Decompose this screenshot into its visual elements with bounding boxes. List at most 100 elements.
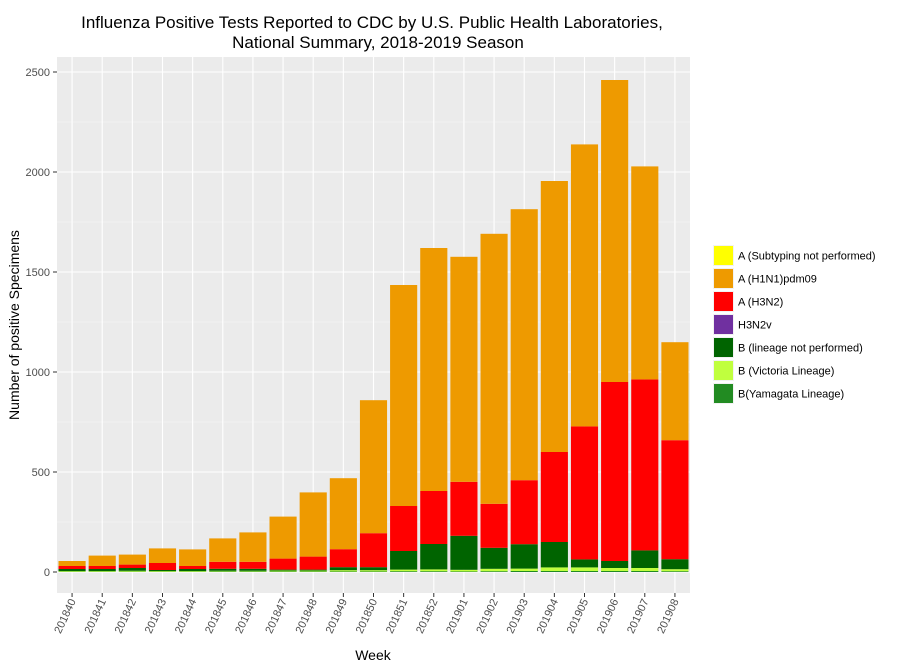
x-tick-label: 201840 xyxy=(52,597,78,635)
bar-segment-201843-a-h1n1-pdm09 xyxy=(148,548,177,563)
bar-segment-201901-b-yamagata-lineage xyxy=(450,571,478,572)
x-tick-label: 201852 xyxy=(414,597,440,635)
bar-segment-201848-b-yamagata-lineage xyxy=(299,571,327,572)
bar-segment-201842-b-victoria-lineage xyxy=(118,570,146,572)
legend-swatch xyxy=(714,361,733,380)
bar-segment-201906-b-yamagata-lineage xyxy=(601,571,629,572)
bar-segment-201845-b-yamagata-lineage xyxy=(209,571,237,572)
bar-segment-201905-b-lineage-not-performed xyxy=(570,559,599,568)
bar-segment-201904-b-lineage-not-performed xyxy=(540,542,568,568)
bar-segment-201847-b-victoria-lineage xyxy=(269,570,297,572)
x-tick-label: 201908 xyxy=(655,597,681,635)
bar-segment-201849-b-victoria-lineage xyxy=(329,570,357,572)
bar-segment-201840-b-lineage-not-performed xyxy=(58,569,86,571)
bar-segment-201848-b-victoria-lineage xyxy=(299,570,327,572)
bar-segment-201841-a-h1n1-pdm09 xyxy=(88,555,116,566)
bar-segment-201905-b-yamagata-lineage xyxy=(570,571,599,572)
bar-segment-201907-a-h3n2 xyxy=(631,379,659,551)
bar-segment-201850-b-lineage-not-performed xyxy=(359,567,388,571)
bar-segment-201843-a-h3n2 xyxy=(148,563,177,570)
x-tick-label: 201903 xyxy=(505,597,531,635)
bar-segment-201847-b-lineage-not-performed xyxy=(269,569,297,571)
bar-segment-201901-a-h1n1-pdm09 xyxy=(450,256,478,482)
y-tick-label: 1000 xyxy=(26,367,50,379)
x-tick-label: 201902 xyxy=(474,597,500,635)
bar-segment-201845-b-victoria-lineage xyxy=(209,570,237,572)
bar-segment-201903-b-victoria-lineage xyxy=(510,568,538,571)
bar-segment-201845-a-h1n1-pdm09 xyxy=(209,538,237,562)
y-tick-label: 2000 xyxy=(26,167,50,179)
x-tick-label: 201842 xyxy=(113,597,139,635)
bar-segment-201908-b-yamagata-lineage xyxy=(661,571,689,572)
bar-segment-201842-a-h1n1-pdm09 xyxy=(118,554,146,565)
bar-segment-201846-a-h3n2 xyxy=(239,561,267,569)
bar-segment-201840-b-victoria-lineage xyxy=(58,571,86,572)
bar-segment-201849-a-h3n2 xyxy=(329,549,357,568)
bar-segment-201905-b-victoria-lineage xyxy=(570,567,599,571)
bar-segment-201907-a-h1n1-pdm09 xyxy=(631,166,659,380)
legend-swatch xyxy=(714,315,733,334)
legend-label: A (H3N2) xyxy=(738,297,783,309)
bar-segment-201845-b-lineage-not-performed xyxy=(209,568,237,571)
bar-segment-201842-b-lineage-not-performed xyxy=(118,568,146,571)
bar-segment-201848-a-h3n2 xyxy=(299,556,327,570)
bar-segment-201848-a-h1n1-pdm09 xyxy=(299,492,327,557)
bar-segment-201844-a-h3n2 xyxy=(179,566,207,569)
bar-segment-201904-b-yamagata-lineage xyxy=(540,571,568,572)
x-tick-label: 201905 xyxy=(565,597,591,635)
bar-segment-201902-b-yamagata-lineage xyxy=(480,571,508,572)
bar-segment-201844-b-victoria-lineage xyxy=(179,571,207,572)
x-tick-label: 201844 xyxy=(173,597,199,635)
x-tick-label: 201906 xyxy=(595,597,621,635)
bar-segment-201908-b-lineage-not-performed xyxy=(661,559,689,570)
y-tick-label: 1500 xyxy=(26,267,50,279)
legend-label: A (Subtyping not performed) xyxy=(738,251,876,263)
bar-segment-201846-a-h1n1-pdm09 xyxy=(239,532,267,562)
x-tick-label: 201907 xyxy=(625,597,651,635)
bar-segment-201903-a-h3n2 xyxy=(510,480,538,545)
legend-swatch xyxy=(714,384,733,403)
legend-swatch xyxy=(714,292,733,311)
bar-segment-201901-a-h3n2 xyxy=(450,481,478,536)
y-tick-label: 2500 xyxy=(26,67,50,79)
y-tick-label: 0 xyxy=(44,567,50,579)
legend-label: A (H1N1)pdm09 xyxy=(738,274,817,286)
bar-segment-201907-b-victoria-lineage xyxy=(631,568,659,571)
bar-segment-201908-a-h3n2 xyxy=(661,440,689,560)
bar-segment-201906-a-h3n2 xyxy=(601,382,629,561)
x-tick-label: 201848 xyxy=(294,597,320,635)
bar-segment-201852-b-lineage-not-performed xyxy=(420,544,448,570)
bar-segment-201906-b-victoria-lineage xyxy=(601,568,629,571)
bar-segment-201846-b-lineage-not-performed xyxy=(239,568,267,571)
bar-segment-201851-b-victoria-lineage xyxy=(390,569,418,572)
bar-segment-201845-a-h3n2 xyxy=(209,561,237,569)
bar-segment-201903-b-yamagata-lineage xyxy=(510,571,538,572)
legend-swatch xyxy=(714,338,733,357)
bar-segment-201844-b-lineage-not-performed xyxy=(179,569,207,571)
legend-label: B(Yamagata Lineage) xyxy=(738,389,844,401)
bar-segment-201908-b-victoria-lineage xyxy=(661,569,689,572)
y-axis-title: Number of positive Specimens xyxy=(6,230,22,420)
y-tick-label: 500 xyxy=(32,467,50,479)
legend: A (Subtyping not performed) A (H1N1)pdm09… xyxy=(713,245,876,404)
chart-title-line-2: National Summary, 2018-2019 Season xyxy=(232,33,524,52)
bar-segment-201852-a-h1n1-pdm09 xyxy=(420,248,448,491)
legend-label: B (lineage not performed) xyxy=(738,343,863,355)
bar-segment-201907-b-lineage-not-performed xyxy=(631,550,659,568)
x-tick-label: 201849 xyxy=(324,597,350,635)
x-tick-label: 201904 xyxy=(535,597,561,635)
bar-segment-201907-b-yamagata-lineage xyxy=(631,571,659,572)
bar-segment-201852-b-victoria-lineage xyxy=(420,569,448,572)
bar-segment-201903-a-h1n1-pdm09 xyxy=(510,209,538,481)
x-tick-label: 201901 xyxy=(444,597,470,635)
bar-segment-201852-b-yamagata-lineage xyxy=(420,571,448,572)
legend-label: H3N2v xyxy=(738,320,772,332)
x-tick-label: 201843 xyxy=(143,597,169,635)
bar-segment-201840-a-h3n2 xyxy=(58,566,86,569)
x-tick-label: 201850 xyxy=(354,597,380,635)
bar-segment-201840-a-h1n1-pdm09 xyxy=(58,561,86,566)
x-tick-label: 201846 xyxy=(233,597,259,635)
bar-segment-201843-b-lineage-not-performed xyxy=(148,570,177,571)
bar-segment-201902-b-victoria-lineage xyxy=(480,568,508,572)
